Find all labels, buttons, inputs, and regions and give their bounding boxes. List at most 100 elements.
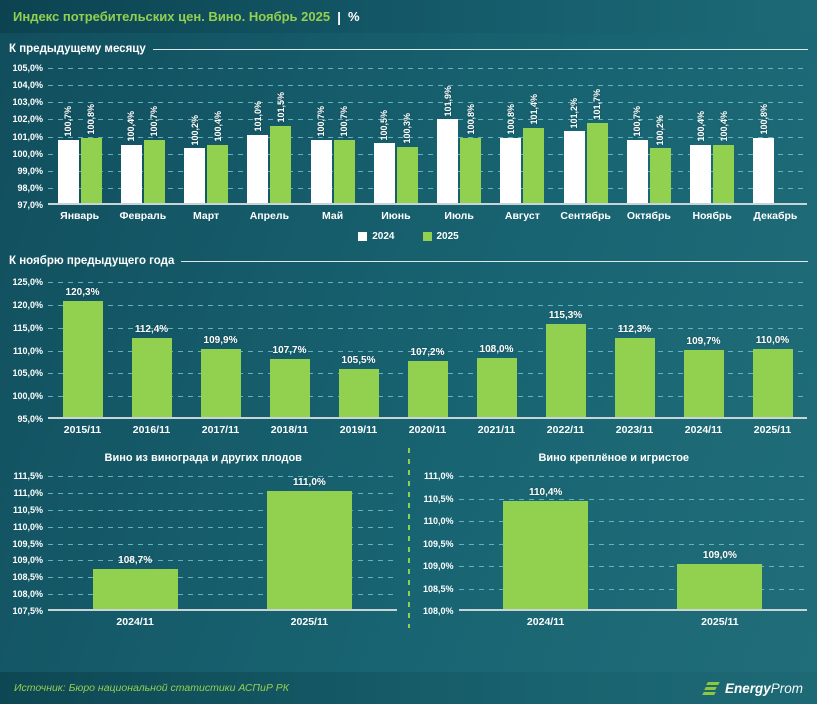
data-label: 110,0%: [755, 334, 790, 346]
data-label: 100,8%: [758, 104, 769, 135]
data-label: 100,2%: [189, 114, 200, 146]
gridline: [48, 187, 807, 189]
data-label: 101,5%: [275, 92, 286, 123]
bar-groups: 120,3% 112,4% 109,9% 107,7% 105,5% 107,2% 108,…: [48, 282, 807, 417]
bar-slot: 101,4%: [523, 68, 545, 203]
data-label: 111,0%: [292, 476, 326, 488]
bar: [333, 139, 355, 203]
x-tick-label: Июль: [444, 210, 474, 222]
header-bar: Индекс потребительских цен. Вино. Ноябрь…: [0, 0, 817, 33]
bar: [270, 125, 292, 203]
y-tick-label: 109,0%: [422, 561, 454, 571]
bar-group: 100,7% 100,8%: [48, 68, 111, 203]
data-label: 112,4%: [134, 323, 169, 335]
bar-slot: 100,4%: [690, 68, 712, 203]
data-label: 100,4%: [718, 111, 729, 142]
gridline: [48, 476, 397, 477]
bar-slot: [776, 68, 797, 203]
bar-slot: 100,5%: [373, 68, 395, 203]
bar-slot: 100,2%: [649, 68, 671, 203]
bar: [62, 301, 103, 417]
x-tick-label: Май: [322, 210, 344, 222]
chart-yearly: 125,0% 120,0% 115,0% 110,0% 105,0% 100,0% 95,0…: [0, 277, 817, 436]
bar-group: 109,7%: [669, 282, 738, 417]
bar-group: 101,2% 101,7%: [554, 68, 617, 203]
gridline: [48, 85, 807, 87]
bar: [614, 338, 655, 417]
data-label: 100,4%: [695, 111, 706, 142]
chart-monthly: 105,0% 104,0% 103,0% 102,0% 101,0% 100,0% 99,0…: [0, 63, 817, 222]
y-tick-label: 104,0%: [12, 80, 43, 91]
y-tick-label: 110,5%: [12, 504, 43, 515]
bar: [683, 349, 724, 417]
y-tick-label: 111,0%: [423, 471, 454, 481]
data-label: 100,8%: [505, 104, 516, 135]
x-tick-label: 2017/11: [201, 424, 240, 436]
bar: [207, 144, 229, 203]
bar: [338, 369, 379, 417]
bar-slot: 100,8%: [500, 68, 522, 203]
bar: [649, 148, 671, 203]
data-label: 100,7%: [339, 106, 350, 137]
x-tick-label: 2025/11: [701, 616, 739, 628]
y-tick-label: 111,0%: [13, 487, 43, 498]
gridline: [48, 136, 807, 138]
bar-group: 101,0% 101,5%: [238, 68, 301, 203]
x-tick-label: Июнь: [381, 210, 411, 222]
energyprom-icon: [702, 681, 720, 695]
bar-group: 108,0%: [462, 282, 531, 417]
gridline: [48, 153, 807, 155]
bar-slot: 101,0%: [247, 68, 269, 203]
gridline: [48, 282, 807, 283]
gridline: [48, 119, 807, 121]
y-tick-label: 107,5%: [12, 606, 43, 616]
bar-slot: 100,4%: [207, 68, 229, 203]
bar-slot: 115,3%: [545, 282, 586, 417]
y-tick-label: 110,5%: [423, 493, 454, 504]
data-label: 100,5%: [379, 109, 390, 141]
bar-slot: 111,0%: [266, 476, 352, 609]
plot-area: 120,3% 112,4% 109,9% 107,7% 105,5% 107,2% 108,…: [48, 282, 807, 419]
y-tick-label: 108,0%: [12, 589, 43, 600]
data-label: 100,4%: [212, 111, 223, 142]
bar: [626, 139, 648, 203]
bar-group: 100,4% 100,7%: [111, 68, 174, 203]
x-tick-label: Август: [504, 210, 540, 222]
y-tick-label: 100,0%: [12, 148, 43, 159]
gridline: [458, 476, 807, 477]
legend-label: 2025: [436, 231, 459, 242]
bar-group: 120,3%: [48, 282, 117, 417]
bar-slot: 100,8%: [80, 68, 102, 203]
legend-swatch: [358, 232, 368, 241]
legend: 2024 2025: [0, 231, 817, 242]
x-tick-label: 2024/11: [526, 616, 565, 628]
x-tick-label: 2016/11: [132, 424, 171, 436]
title-unit: %: [347, 9, 360, 24]
y-tick-label: 110,0%: [12, 345, 43, 356]
plot-area: 100,7% 100,8% 100,4% 100,7% 100,2% 100,4% 101,…: [48, 68, 807, 205]
bar-groups: 100,7% 100,8% 100,4% 100,7% 100,2% 100,4% 101,…: [48, 68, 807, 203]
y-tick-label: 98,0%: [17, 182, 43, 193]
bar: [690, 144, 712, 203]
bar: [677, 564, 763, 609]
gridline: [48, 509, 397, 511]
data-label: 100,7%: [149, 106, 160, 137]
bar-slot: 100,8%: [460, 68, 482, 203]
bar: [396, 146, 418, 203]
x-tick-label: 2024/11: [684, 424, 723, 436]
bar-slot: 101,5%: [270, 68, 292, 203]
section-rule: [181, 260, 808, 262]
data-label: 100,7%: [63, 106, 74, 137]
bar-slot: 100,7%: [57, 68, 79, 203]
y-axis: 125,0% 120,0% 115,0% 110,0% 105,0% 100,0% 95,0…: [4, 277, 48, 424]
data-label: 115,3%: [548, 310, 583, 322]
section-title-yearly: К ноябрю предыдущего года: [9, 255, 175, 267]
bar-group: 108,7%: [48, 476, 222, 609]
section-rule: [152, 48, 808, 50]
x-tick-label: Февраль: [119, 210, 167, 222]
x-tick-label: 2020/11: [408, 424, 447, 436]
bar: [523, 127, 545, 203]
gridline: [48, 577, 397, 579]
bar: [545, 324, 586, 417]
x-tick-label: Декабрь: [753, 210, 798, 222]
